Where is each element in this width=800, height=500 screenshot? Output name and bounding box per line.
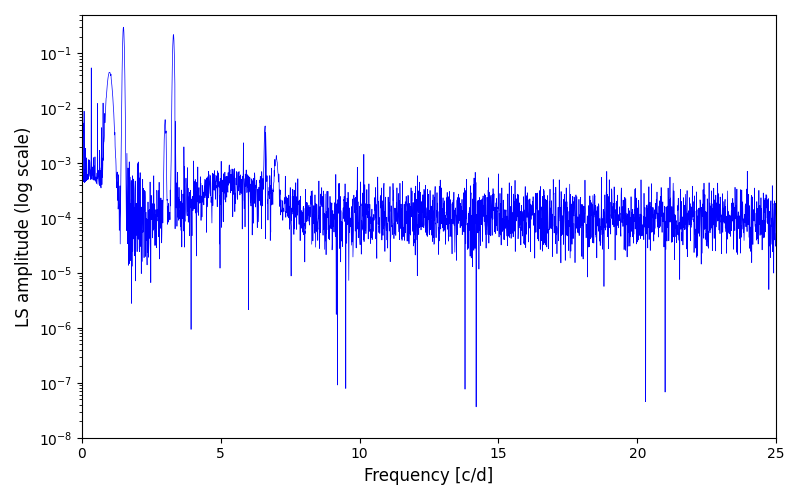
Y-axis label: LS amplitude (log scale): LS amplitude (log scale) (15, 126, 33, 326)
X-axis label: Frequency [c/d]: Frequency [c/d] (364, 467, 494, 485)
